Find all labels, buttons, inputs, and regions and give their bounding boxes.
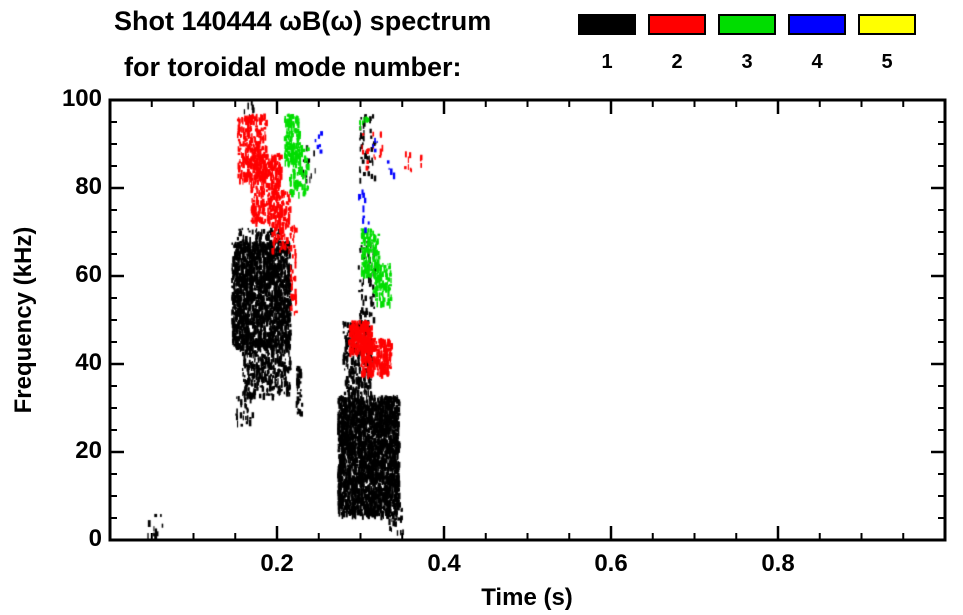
y-tick-label: 20 xyxy=(75,437,102,464)
y-tick-label: 80 xyxy=(75,173,102,200)
legend-entry: 3 xyxy=(718,14,776,74)
x-tick-label: 0.8 xyxy=(761,550,795,577)
legend-label: 2 xyxy=(671,51,683,73)
legend-label: 4 xyxy=(811,51,823,73)
y-tick-label: 100 xyxy=(61,85,102,112)
chart-title: Shot 140444 ωB(ω) spectrum xyxy=(114,6,492,36)
y-tick-label: 60 xyxy=(75,261,102,288)
x-tick-label: 0.6 xyxy=(594,550,628,577)
legend-swatch-mode-5 xyxy=(858,14,916,35)
legend-label: 5 xyxy=(881,51,893,73)
legend-entry: 2 xyxy=(648,14,706,74)
x-tick-label: 0.2 xyxy=(260,550,294,577)
chart-subtitle: for toroidal mode number: xyxy=(124,52,462,82)
legend-entry: 5 xyxy=(858,14,916,74)
legend-entry: 1 xyxy=(578,14,636,74)
plot-frame xyxy=(108,98,947,542)
x-tick-label: 0.4 xyxy=(427,550,461,577)
y-axis-label: Frequency (kHz) xyxy=(10,226,37,414)
y-tick-label: 0 xyxy=(88,525,102,552)
legend-label: 1 xyxy=(601,51,613,73)
legend: 1 2 3 4 5 xyxy=(578,14,916,74)
x-axis-label: Time (s) xyxy=(481,584,573,611)
legend-swatch-mode-3 xyxy=(718,14,776,35)
legend-swatch-mode-4 xyxy=(788,14,846,35)
legend-entry: 4 xyxy=(788,14,846,74)
spectrum-points-canvas xyxy=(110,100,945,540)
legend-swatch-mode-1 xyxy=(578,14,636,35)
y-tick-label: 40 xyxy=(75,349,102,376)
legend-label: 3 xyxy=(741,51,753,73)
legend-swatch-mode-2 xyxy=(648,14,706,35)
